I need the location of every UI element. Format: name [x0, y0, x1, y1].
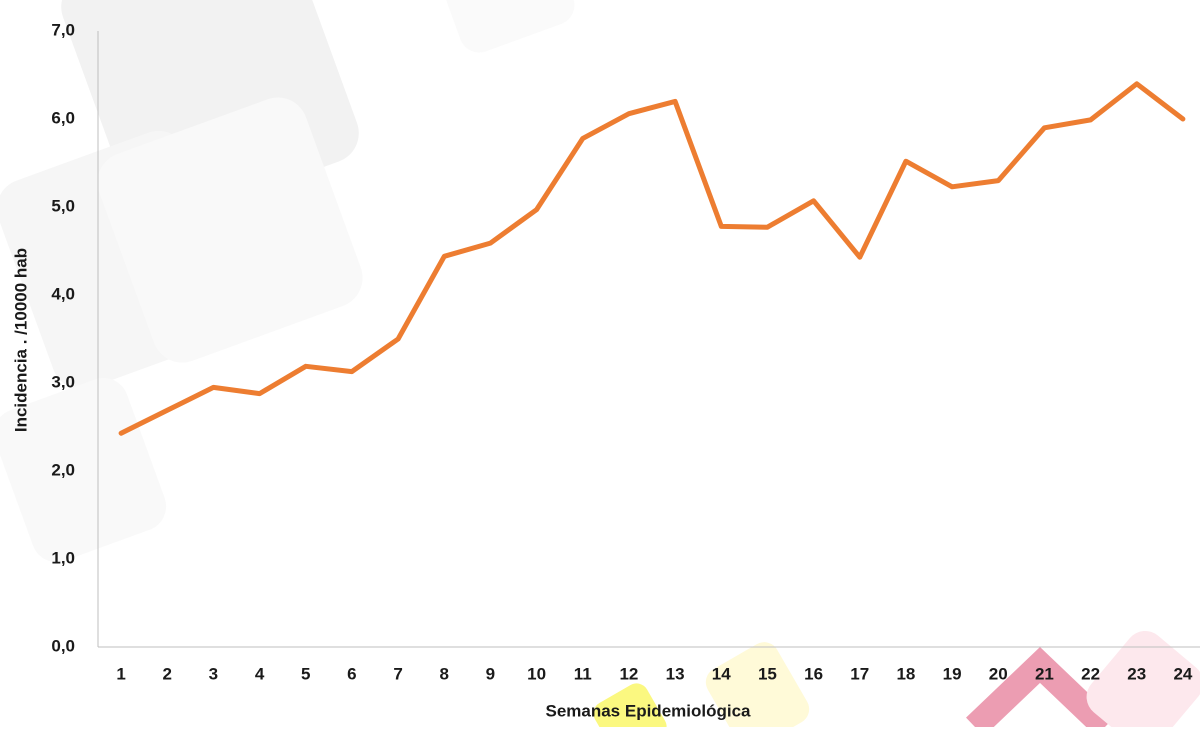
page: {"chart_data": { "type": "line", "x_labe…	[0, 0, 1200, 727]
x-tick-label: 24	[1173, 664, 1192, 683]
x-axis-title: Semanas Epidemiológica	[545, 701, 751, 720]
x-tick-label: 13	[666, 664, 685, 683]
x-tick-label: 15	[758, 664, 777, 683]
y-tick-label: 7,0	[51, 20, 75, 39]
x-tick-label: 3	[209, 664, 218, 683]
y-tick-label: 3,0	[51, 372, 75, 391]
x-tick-label: 17	[850, 664, 869, 683]
x-tick-label: 6	[347, 664, 356, 683]
x-tick-label: 1	[116, 664, 125, 683]
background-decoration	[0, 0, 1200, 727]
y-tick-label: 6,0	[51, 108, 75, 127]
y-tick-label: 2,0	[51, 460, 75, 479]
x-tick-label: 22	[1081, 664, 1100, 683]
x-tick-label: 11	[574, 664, 592, 683]
x-tick-label: 19	[943, 664, 962, 683]
x-tick-label: 9	[486, 664, 495, 683]
y-tick-label: 4,0	[51, 284, 75, 303]
x-tick-label: 10	[527, 664, 546, 683]
x-tick-label: 18	[896, 664, 915, 683]
decor-shape	[440, 0, 580, 58]
x-tick-label: 20	[989, 664, 1008, 683]
x-tick-label: 7	[393, 664, 402, 683]
x-tick-label: 8	[440, 664, 449, 683]
x-tick-label: 14	[712, 664, 731, 683]
y-tick-label: 5,0	[51, 196, 75, 215]
x-tick-label: 2	[163, 664, 172, 683]
chart: Incidencia . /10000 hab Semanas Epidemio…	[0, 0, 1200, 727]
x-tick-label: 21	[1035, 664, 1054, 683]
x-tick-label: 4	[255, 664, 265, 683]
y-tick-label: 1,0	[51, 548, 75, 567]
y-tick-label: 0,0	[51, 636, 75, 655]
x-tick-label: 16	[804, 664, 823, 683]
x-tick-label: 23	[1127, 664, 1146, 683]
x-tick-label: 5	[301, 664, 310, 683]
y-axis-title: Incidencia . /10000 hab	[11, 248, 30, 432]
x-tick-label: 12	[619, 664, 638, 683]
